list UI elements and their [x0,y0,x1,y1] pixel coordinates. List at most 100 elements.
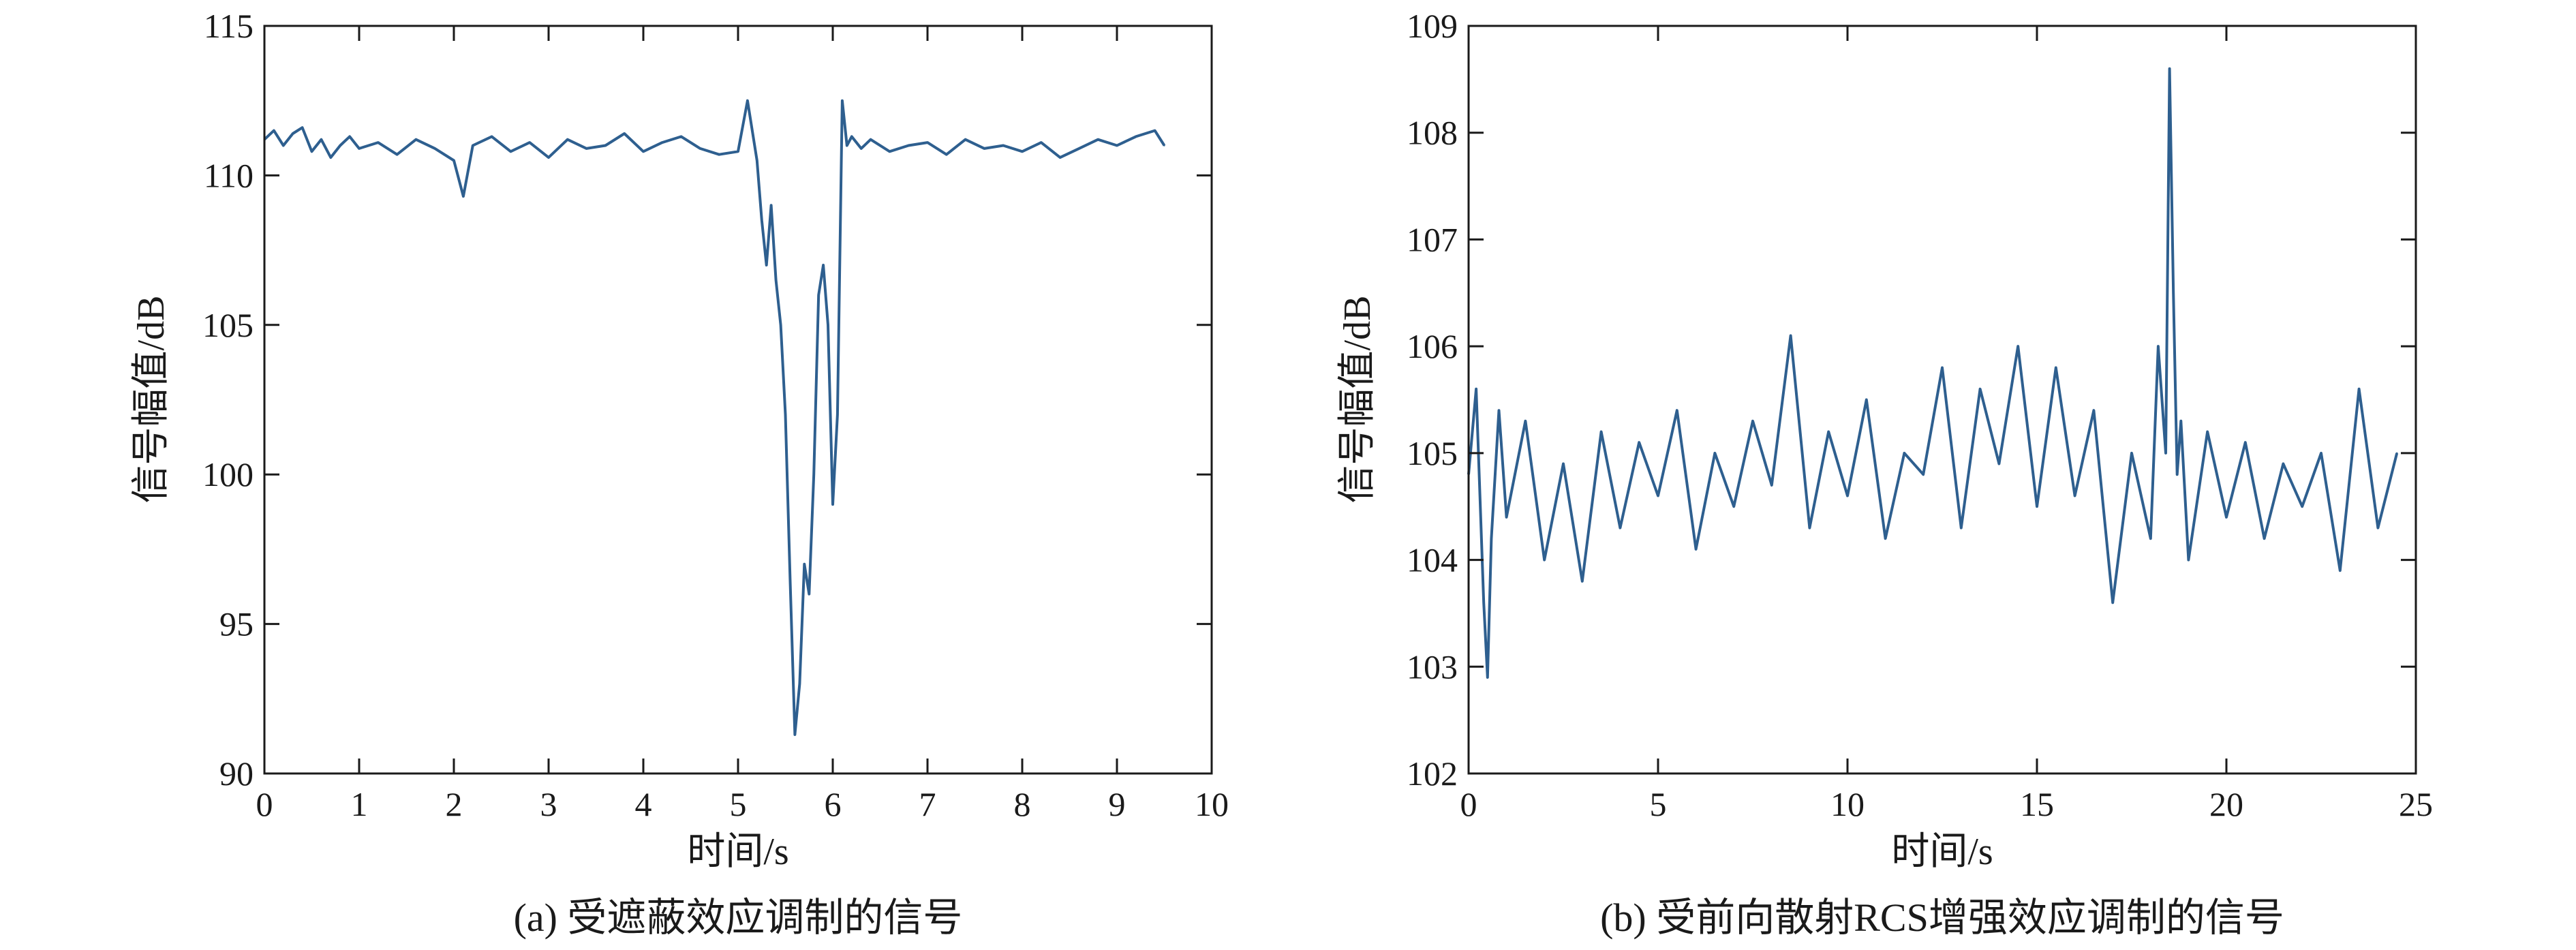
panel-a-xlabel: 时间/s [687,831,788,873]
panel-a-data-point [770,204,772,206]
panel-a: 0 1 2 3 4 5 6 7 8 9 10 90 95 100 105 110 115 时间/s 信号幅值/d… [130,7,1229,940]
panel-a-data-point [846,144,848,147]
panel-a-data-point [983,147,985,150]
panel-b-data-point [2149,538,2151,540]
x-tick-label: 9 [1109,785,1126,823]
panel-b-data-point [2172,292,2175,294]
panel-b-data-point [1865,399,1867,401]
panel-a-data-point [1002,144,1005,147]
panel-a-data-point [945,153,948,155]
y-tick-label: 105 [1407,434,1458,472]
panel-b-data-point [1638,441,1640,444]
y-tick-label: 104 [1407,541,1458,579]
x-tick-label: 2 [446,785,463,823]
panel-b-ylabel: 信号幅值/dB [1336,296,1379,504]
panel-b-data-point [2358,388,2360,390]
panel-a-data-point [817,294,820,296]
panel-a-data-point [1097,138,1099,140]
panel-a-data-point [737,151,739,153]
panel-b-data-point [1562,463,1565,465]
panel-a-data-point [827,324,829,326]
panel-a-data-point [831,503,834,506]
y-tick-label: 102 [1407,754,1458,793]
panel-b-data-point [2055,367,2057,369]
panel-a-data-point [301,126,303,129]
panel-a-data-point [377,141,379,144]
panel-b-data-point [1941,367,1944,369]
panel-b-series-line [1467,67,2399,679]
panel-b-data-point [2112,602,2114,604]
panel-a-data-point [1078,147,1080,150]
panel-a-caption: (a) 受遮蔽效应调制的信号 [514,895,963,940]
panel-a-data-point [784,414,786,416]
y-tick-label: 90 [219,754,254,793]
y-tick-label: 105 [202,306,254,344]
panel-a-data-point [453,159,455,162]
panel-b-data-point [2074,495,2076,497]
panel-b-data-point [2180,420,2182,423]
panel-a-data-point [908,144,910,147]
x-tick-label: 5 [730,785,747,823]
panel-a-ticks [263,25,1213,775]
panel-a-data-point [642,151,645,153]
panel-a-data-point [358,147,361,150]
panel-b-data-point [2036,506,2038,508]
x-tick-label: 10 [1830,785,1865,823]
panel-a-data-point [926,141,929,144]
panel-b-data-point [2168,67,2171,70]
panel-a-data-point [1021,151,1024,153]
panel-a-data-point [311,151,313,153]
panel-a-data [263,99,1166,736]
x-tick-label: 7 [919,785,936,823]
panel-b-data-point [1922,474,1925,476]
panel-a-axes-frame [263,25,1213,775]
panel-b-data-point [2301,506,2303,508]
panel-a-data-point [789,578,791,580]
panel-b-data-point [1486,676,1488,679]
y-tick-label: 109 [1407,7,1458,45]
panel-a-data-point [680,136,682,138]
y-tick-label: 100 [202,455,254,493]
panel-b-data-point [1676,409,1678,412]
panel-b-data-point [2176,474,2178,476]
panel-b-data-point [2225,516,2228,519]
panel-a-data-point [808,593,810,595]
panel-b-data-point [2130,452,2133,455]
panel-a-data-point [813,474,815,476]
panel-b-data-point [1483,602,1485,604]
panel-b-data-point [1846,495,1849,497]
x-tick-label: 3 [540,785,557,823]
y-tick-label: 115 [204,7,254,45]
panel-b-data-point [1903,452,1905,455]
panel-b-data-point [2157,345,2160,348]
panel-a-data-point [775,279,777,281]
x-tick-label: 1 [351,785,368,823]
panel-a-data-point [718,153,720,155]
y-tick-label: 108 [1407,114,1458,152]
x-tick-label: 6 [825,785,842,823]
panel-b-ticks [1467,25,2417,775]
panel-a-data-point [765,264,767,266]
panel-a-data-point [510,151,512,153]
panel-a-data-point [624,132,626,135]
panel-a-series-line [263,99,1166,736]
panel-b-data [1467,67,2399,679]
panel-b-data-point [1790,335,1792,337]
panel-a-data-point [604,144,607,147]
panel-a-data-point [836,414,839,416]
panel-b-data-point [1695,548,1697,551]
panel-b-data-point [1714,452,1716,455]
panel-a-data-point [661,141,663,144]
panel-a-data-point [889,151,891,153]
panel-a-data-point [699,147,701,150]
panel-a-data-point [1059,156,1061,159]
x-tick-label: 8 [1014,785,1031,823]
panel-b-data-point [1809,527,1811,529]
panel-b-data-point [2164,452,2167,455]
panel-a-data-point [794,733,796,736]
panel-a-data-point [566,138,568,140]
panel-b-data-point [2396,452,2398,455]
panel-a-ylabel: 信号幅值/dB [130,296,172,504]
